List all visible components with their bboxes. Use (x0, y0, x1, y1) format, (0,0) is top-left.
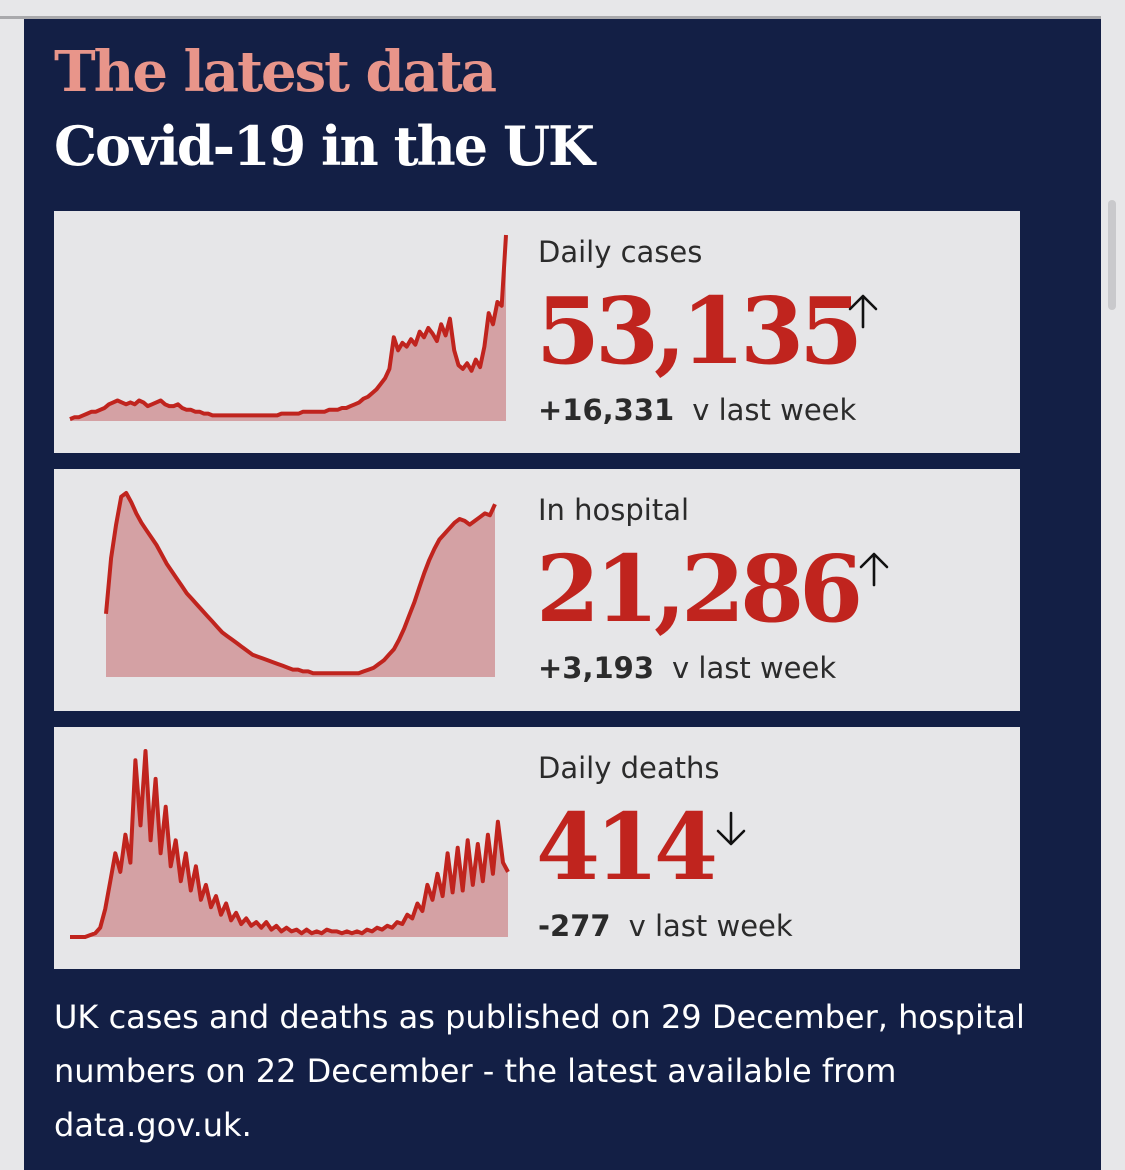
change-suffix: v last week (692, 393, 857, 427)
change-value: -277 (538, 909, 611, 943)
in-hospital-area (106, 493, 495, 677)
change-suffix: v last week (672, 651, 837, 685)
daily-cases-sparkline (69, 234, 508, 421)
metric-change: -277 v last week (538, 909, 793, 943)
arrow-down-icon (716, 811, 746, 846)
change-suffix: v last week (628, 909, 793, 943)
change-value: +16,331 (538, 393, 675, 427)
metric-label: Daily deaths (538, 751, 720, 785)
metric-change: +16,331 v last week (538, 393, 856, 427)
arrow-up-icon (848, 294, 878, 329)
daily-deaths-area (70, 751, 508, 937)
metric-change: +3,193 v last week (538, 651, 836, 685)
metric-card-in-hospital: In hospital 21,286 +3,193 v last week (54, 469, 1020, 711)
metric-value: 53,135 (536, 277, 863, 385)
page-title: Covid-19 in the UK (54, 114, 595, 178)
in-hospital-sparkline (104, 491, 497, 677)
metric-label: In hospital (538, 493, 690, 527)
daily-cases-line (69, 234, 508, 421)
metric-card-daily-deaths: Daily deaths 414 -277 v last week (54, 727, 1020, 969)
metric-value: 21,286 (536, 535, 863, 643)
source-footnote: UK cases and deaths as published on 29 D… (54, 998, 1025, 1144)
daily-deaths-sparkline (70, 749, 510, 939)
metric-card-daily-cases: Daily cases 53,135 +16,331 v last week (54, 211, 1020, 453)
metric-value: 414 (536, 793, 718, 901)
change-value: +3,193 (538, 651, 655, 685)
scrollbar[interactable] (1108, 200, 1116, 310)
metric-label: Daily cases (538, 235, 703, 269)
arrow-up-icon (859, 552, 889, 587)
in-hospital-line (104, 491, 497, 676)
kicker: The latest data (54, 39, 497, 105)
daily-deaths-line (70, 749, 510, 939)
top-divider (0, 16, 1101, 19)
daily-cases-area (70, 235, 506, 421)
